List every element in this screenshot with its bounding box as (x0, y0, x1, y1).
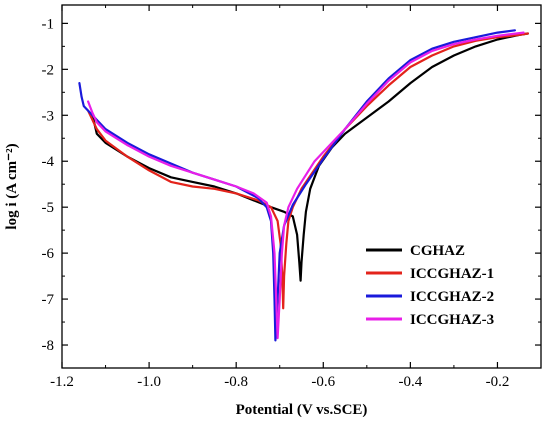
series-line-3 (78, 29, 517, 342)
legend-label-2: ICCGHAZ-1 (410, 266, 494, 282)
series-line-2 (86, 32, 530, 310)
x-tick-label: -0.6 (311, 374, 335, 390)
x-tick-label: -0.8 (224, 374, 248, 390)
x-tick-label: -1.2 (50, 374, 74, 390)
y-tick-label: -6 (42, 246, 55, 262)
y-tick-label: -4 (42, 154, 55, 170)
legend-label-4: ICCGHAZ-3 (410, 312, 494, 328)
y-axis-title: log i (A cm⁻²) (4, 143, 20, 229)
x-tick-label: -0.2 (486, 374, 510, 390)
series-line-1 (91, 32, 530, 282)
legend-label-1: CGHAZ (410, 243, 465, 259)
x-tick-label: -0.4 (398, 374, 422, 390)
axes: -1.2 -1.0 -0.8 -0.6 -0.4 -0.2 -8 -7 -6 -5 -4 -3 -2 -1 (42, 4, 542, 390)
x-axis-title: Potential (V vs.SCE) (236, 402, 368, 418)
y-tick-label: -8 (42, 338, 55, 354)
legend-label-3: ICCGHAZ-2 (410, 289, 494, 305)
x-tick-label: -1.0 (137, 374, 161, 390)
plot-lines (78, 29, 530, 342)
y-tick-label: -1 (42, 16, 55, 32)
y-tick-label: -5 (42, 200, 55, 216)
y-tick-label: -3 (42, 108, 55, 124)
y-tick-label: -7 (42, 292, 55, 308)
plot-frame (61, 4, 542, 369)
y-tick-label: -2 (42, 62, 55, 78)
legend: CGHAZ ICCGHAZ-1 ICCGHAZ-2 ICCGHAZ-3 (366, 243, 494, 328)
series-line-4 (86, 31, 525, 340)
